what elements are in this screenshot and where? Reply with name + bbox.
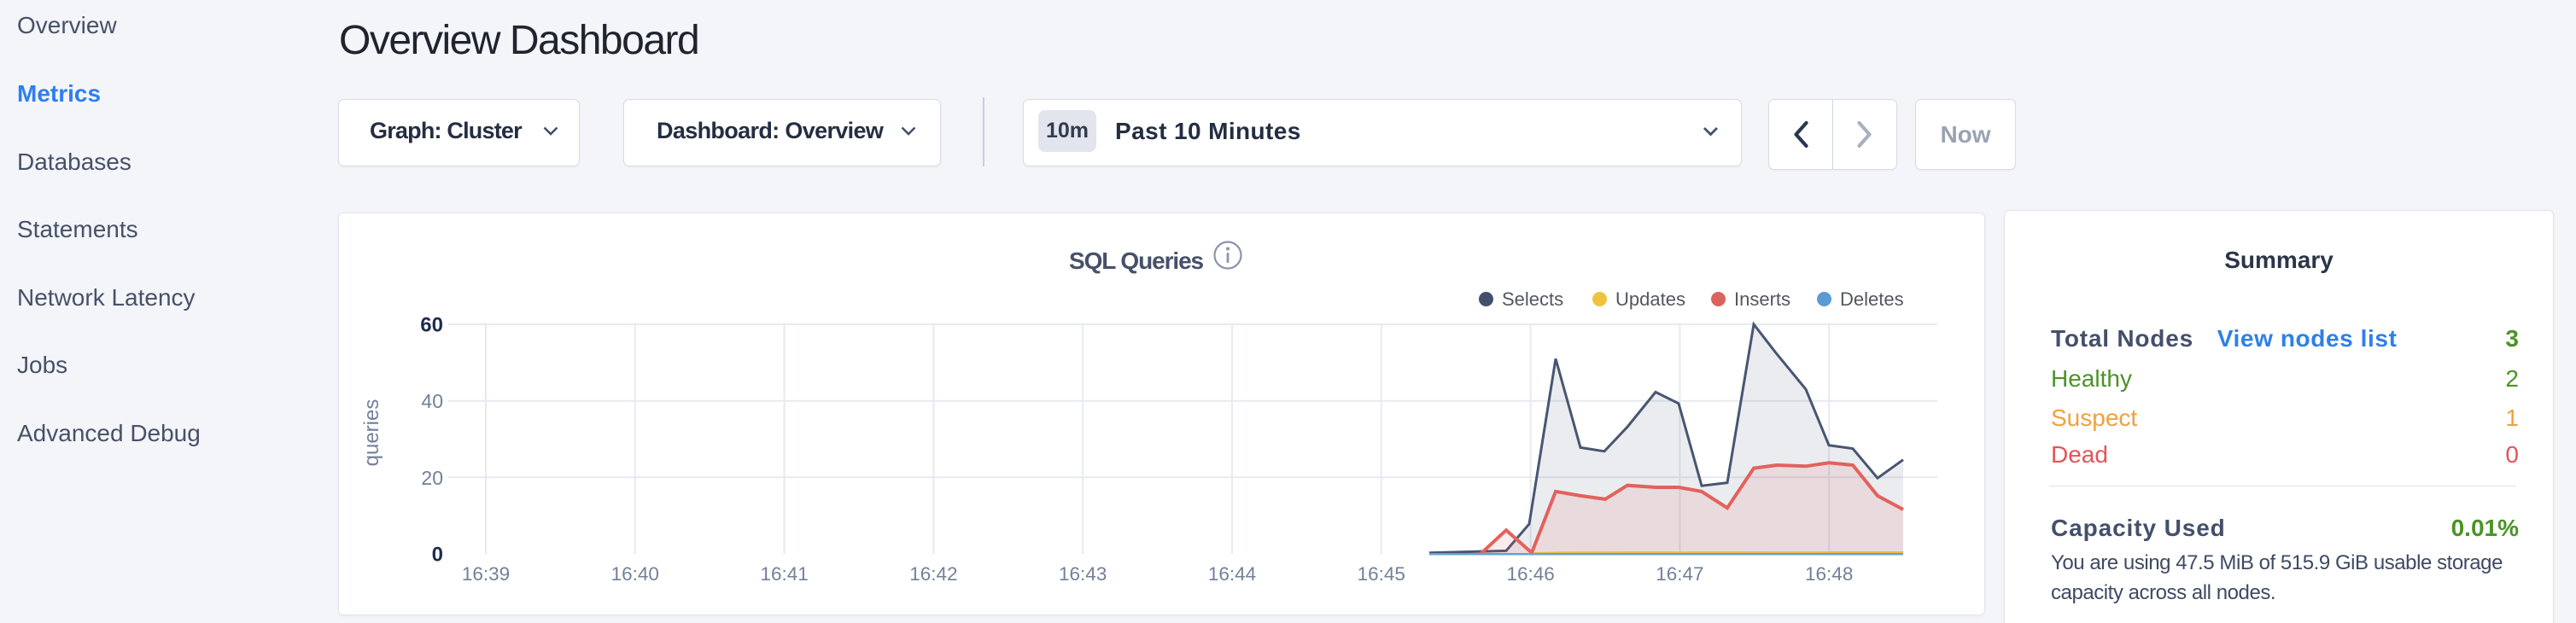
svg-text:16:46: 16:46 [1506,563,1554,585]
svg-text:16:42: 16:42 [909,563,957,585]
svg-text:0: 0 [432,544,443,567]
svg-text:16:48: 16:48 [1805,563,1853,585]
svg-text:20: 20 [421,467,443,489]
svg-text:16:45: 16:45 [1358,563,1405,585]
svg-text:16:40: 16:40 [611,563,659,585]
svg-text:16:47: 16:47 [1656,563,1703,585]
svg-text:16:41: 16:41 [760,563,808,585]
svg-text:16:39: 16:39 [462,563,510,585]
svg-text:16:44: 16:44 [1208,563,1256,585]
svg-text:40: 40 [421,390,443,412]
svg-text:16:43: 16:43 [1059,563,1107,585]
svg-text:60: 60 [420,314,443,337]
svg-text:queries: queries [360,399,383,467]
